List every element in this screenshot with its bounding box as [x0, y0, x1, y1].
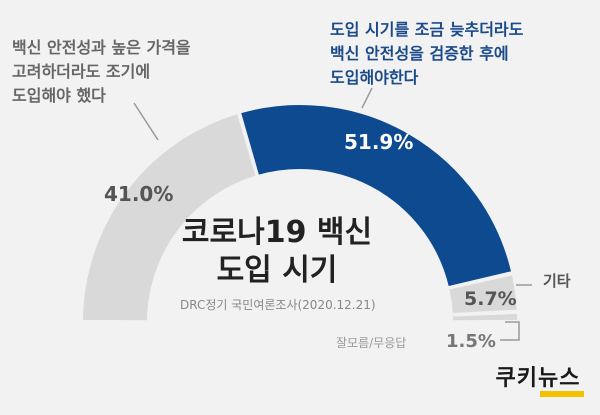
brand-logo-text: 쿠키뉴스 — [495, 366, 581, 391]
annotation-now: 백신 안전성과 높은 가격을 고려하더라도 조기에 도입해야 했다 — [12, 38, 191, 105]
leader-now — [133, 102, 159, 141]
chart-title: 코로나19 백신 도입 시기 — [181, 215, 373, 288]
source-note: DRC정기 국민여론조사(2020.12.21) — [180, 298, 376, 312]
data-label-dk: 1.5% — [446, 331, 496, 352]
leader-dk — [500, 321, 520, 341]
annotation-yes: 도입 시기를 조금 늦추더라도 백신 안전성을 검증한 후에 도입해야한다 — [330, 20, 524, 87]
brand-logo: 쿠키뉴스 — [488, 358, 588, 398]
leader-yes — [361, 87, 373, 109]
slice-now — [80, 111, 258, 323]
brand-logo-bar — [540, 391, 584, 397]
data-label-now: 41.0% — [104, 182, 174, 206]
category-label-dk: 잘모름/무응답 — [336, 336, 407, 350]
slice-dk — [450, 311, 520, 323]
slice-yes — [238, 103, 514, 289]
data-label-etc: 5.7% — [464, 288, 517, 310]
category-label-etc: 기타 — [543, 272, 571, 290]
slice-etc — [447, 273, 519, 316]
data-label-yes: 51.9% — [344, 130, 414, 154]
